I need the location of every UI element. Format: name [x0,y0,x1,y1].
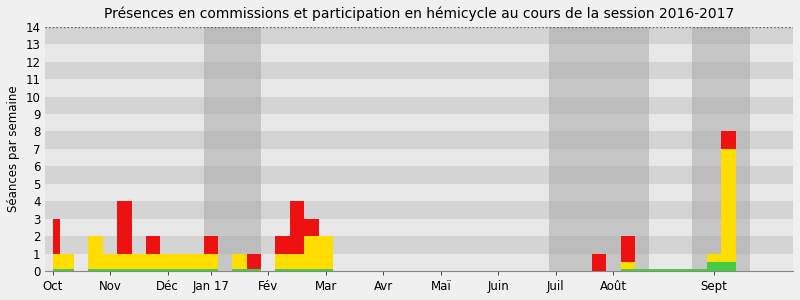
Bar [46,236,793,254]
Bar [46,201,793,219]
Bar [46,254,793,271]
Bar [46,97,793,114]
Y-axis label: Séances par semaine: Séances par semaine [7,85,20,212]
Bar [203,27,261,271]
Bar [46,184,793,201]
Bar [46,131,793,149]
Bar [46,44,793,62]
Bar [46,219,793,236]
Bar [46,62,793,79]
Bar [46,166,793,184]
Bar [46,114,793,131]
Bar [46,27,793,44]
Bar [549,27,606,271]
Title: Présences en commissions et participation en hémicycle au cours de la session 20: Présences en commissions et participatio… [104,7,734,21]
Bar [606,27,650,271]
Bar [693,27,750,271]
Bar [46,79,793,97]
Bar [46,149,793,166]
